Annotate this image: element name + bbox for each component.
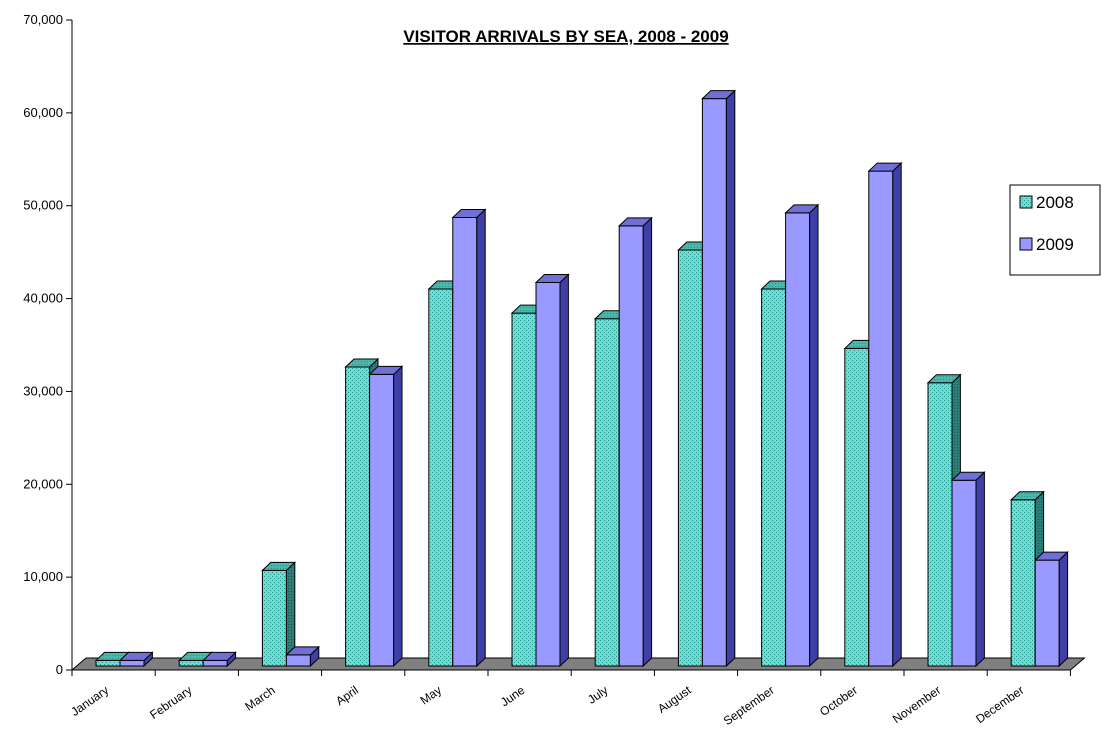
bar-2009-february [201, 651, 237, 668]
bar-side [559, 273, 569, 668]
bar-side [975, 471, 985, 668]
bar-top [344, 358, 380, 368]
legend-swatch-2008 [1019, 195, 1033, 209]
bar-2008-march [261, 561, 297, 668]
x-category-label: September [721, 683, 777, 728]
bar-front [677, 249, 703, 667]
legend-swatch-2009 [1019, 237, 1033, 251]
bar-top [201, 651, 237, 661]
y-tick-label: 70,000 [23, 12, 63, 27]
y-tick-label: 60,000 [23, 105, 63, 120]
bar-front [345, 366, 371, 667]
bar-top [118, 651, 154, 661]
bar-front [452, 217, 478, 667]
y-tick-label: 40,000 [23, 291, 63, 306]
legend-label-2008: 2008 [1036, 193, 1074, 212]
bar-top [451, 209, 487, 218]
x-category-label: October [817, 683, 860, 719]
x-category-label: July [585, 683, 611, 707]
bar-top [368, 365, 404, 375]
bar-front [535, 282, 561, 667]
bar-front [785, 212, 811, 667]
x-category-label: May [418, 683, 445, 707]
bar-side [809, 203, 819, 668]
bar-side [642, 216, 653, 668]
bar-2009-january [118, 651, 154, 668]
bar-front [285, 654, 311, 667]
bar-top [950, 471, 986, 481]
x-category-label: June [498, 683, 528, 710]
legend: 2008 2009 [1009, 184, 1101, 276]
bar-top [926, 374, 962, 384]
bar-side [476, 208, 486, 668]
bar-front [511, 312, 537, 667]
bar-2009-october [867, 161, 903, 668]
bar-front [1034, 559, 1060, 667]
y-tick-label: 50,000 [23, 198, 63, 213]
bar-front [178, 659, 204, 667]
bar-top [534, 274, 570, 283]
bar-2009-april [368, 365, 404, 668]
bar-2009-july [617, 216, 653, 668]
bar-front [844, 347, 870, 667]
bar-front [618, 225, 644, 667]
x-category-label: February [147, 683, 194, 722]
bar-front [261, 569, 287, 667]
bar-side [1058, 550, 1069, 668]
bar-front [701, 98, 727, 667]
y-tick-label: 30,000 [23, 383, 63, 398]
bar-top [1033, 551, 1069, 561]
y-tick-label: 20,000 [23, 476, 63, 491]
bar-front [202, 659, 228, 667]
bar-top [867, 162, 903, 172]
x-category-label: December [973, 683, 1026, 726]
bar-side [892, 161, 902, 668]
bar-front [594, 318, 620, 667]
bar-front [927, 382, 953, 667]
x-category-label: November [890, 683, 943, 726]
bar-2009-march [285, 645, 321, 668]
x-category-label: August [655, 683, 694, 716]
x-category-label: April [333, 683, 361, 708]
bar-2009-june [534, 273, 570, 668]
bar-side [393, 365, 403, 668]
y-tick-label: 10,000 [23, 569, 63, 584]
bar-2009-december [1033, 550, 1069, 668]
bar-front [761, 288, 787, 667]
x-category-label: March [242, 683, 277, 714]
bar-2009-september [784, 203, 820, 668]
bar-2009-may [451, 208, 487, 668]
bar-front [868, 170, 894, 667]
legend-label-2009: 2009 [1036, 235, 1074, 254]
bar-top [701, 90, 737, 100]
bar-front [369, 373, 395, 667]
y-tick-label: 0 [56, 662, 63, 677]
bar-top [1009, 491, 1045, 501]
bar-front [951, 479, 977, 667]
bar-top [285, 646, 321, 656]
bar-2009-november [950, 471, 986, 668]
bar-top [617, 217, 653, 227]
bar-front [428, 288, 454, 667]
bar-top [784, 204, 820, 214]
bar-side [725, 89, 736, 668]
bar-2009-august [701, 89, 737, 668]
bar-top [261, 561, 297, 571]
chart-title: VISITOR ARRIVALS BY SEA, 2008 - 2009 [403, 27, 728, 46]
bar-front [1010, 499, 1036, 667]
bar-front [119, 659, 145, 667]
bar-front [95, 659, 121, 667]
x-category-label: January [68, 683, 111, 719]
